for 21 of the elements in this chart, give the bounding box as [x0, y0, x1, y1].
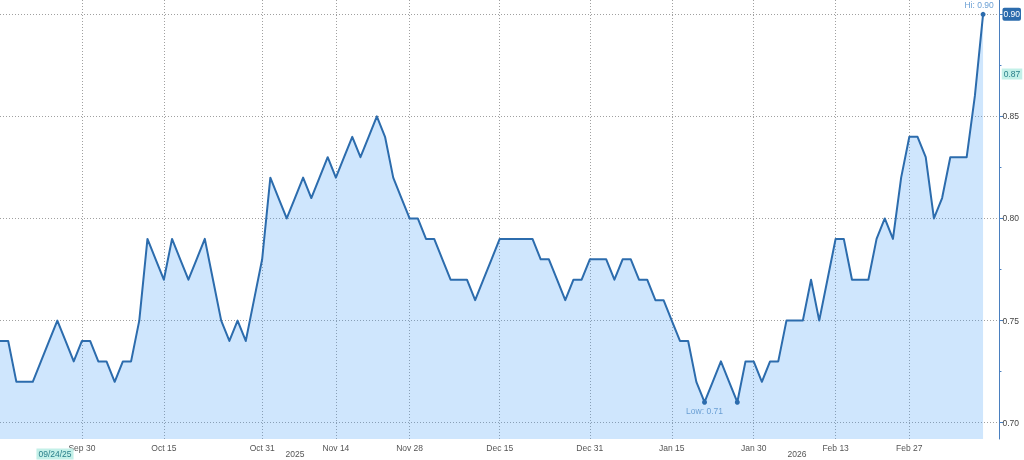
annotation: Hi: 0.90	[964, 0, 994, 11]
x-tick-label: Dec 15	[486, 442, 514, 453]
y-tick-label: 0.85	[1002, 111, 1020, 122]
x-tick-label: Feb 13	[822, 442, 850, 453]
x-tick-label: Oct 15	[151, 442, 177, 453]
x-tick-label: Nov 28	[396, 442, 424, 453]
x-tick-label: Jan 30	[740, 442, 767, 453]
text: 2025	[285, 449, 305, 459]
x-tick-label: Jan 15	[659, 442, 685, 453]
y-tick-label: 0.90	[1003, 9, 1021, 20]
text: 09/24/25	[38, 449, 72, 459]
annotation: Low: 0.71	[686, 406, 724, 417]
x-tick-label: Feb 27	[896, 442, 923, 453]
x-tick-label: Nov 14	[322, 442, 350, 453]
y-tick-label: 0.75	[1002, 315, 1020, 326]
x-tick-label: Dec 31	[576, 442, 604, 453]
text: 0.87	[1003, 69, 1021, 79]
text: 2026	[787, 449, 807, 459]
y-tick-label: 0.80	[1002, 213, 1020, 224]
x-tick-label: Oct 31	[249, 442, 275, 453]
y-tick-label: 0.70	[1002, 417, 1020, 428]
